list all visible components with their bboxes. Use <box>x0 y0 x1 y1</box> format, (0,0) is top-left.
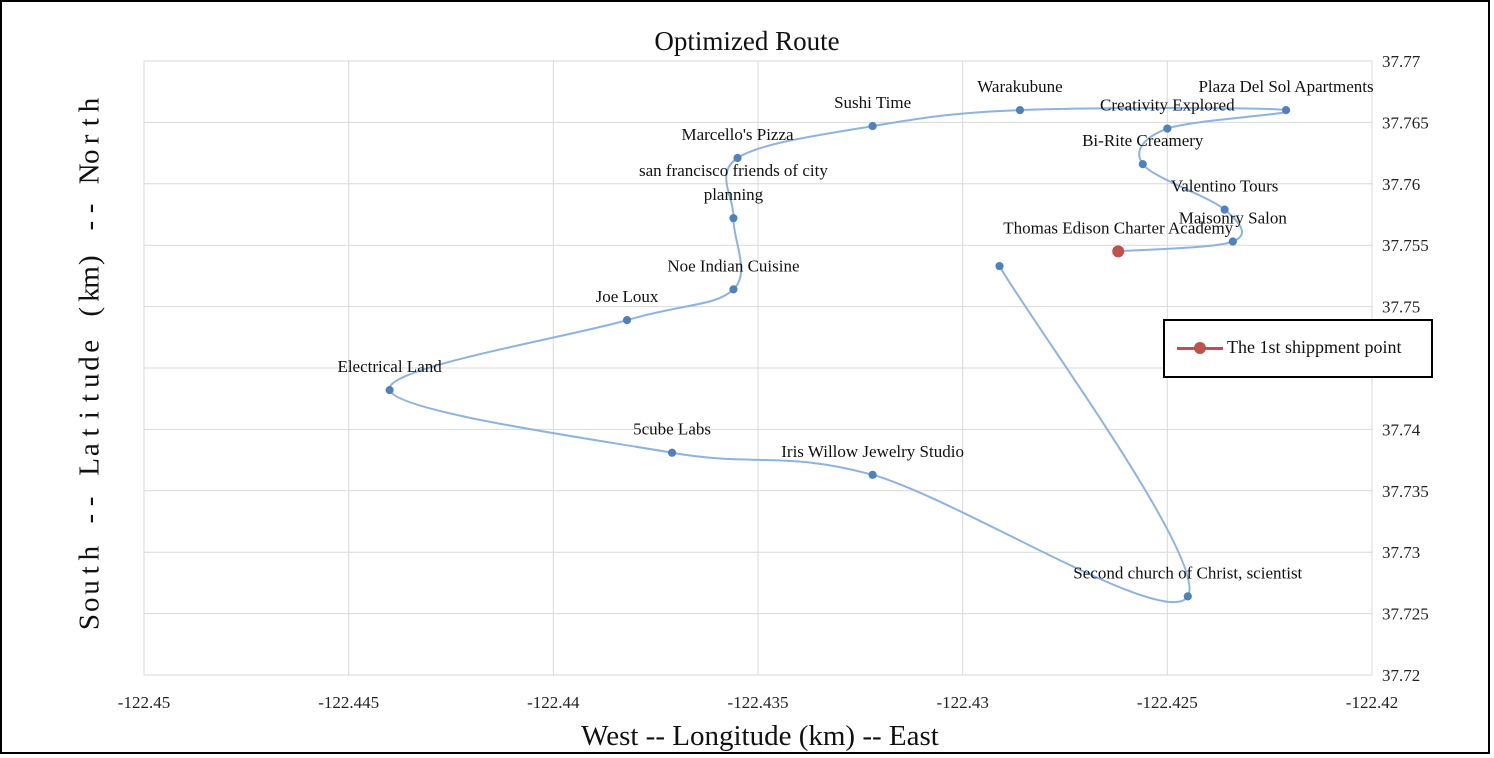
point-label: Marcello's Pizza <box>681 125 794 144</box>
point-label: Noe Indian Cuisine <box>667 256 799 275</box>
y-axis-title-char: - <box>74 497 106 507</box>
point-label: Warakubune <box>977 77 1062 96</box>
route-point <box>1163 124 1172 133</box>
y-tick-label: 37.765 <box>1382 113 1429 132</box>
route-point <box>868 470 877 479</box>
y-axis-title-char: u <box>74 373 106 388</box>
y-axis-title-char: - <box>74 221 106 231</box>
point-label: Plaza Del Sol Apartments <box>1198 77 1373 96</box>
y-axis-title-char: ( <box>74 307 106 317</box>
point-label: san francisco friends of city planning <box>639 161 828 204</box>
y-tick-label: 37.735 <box>1382 482 1429 501</box>
x-tick-label: -122.44 <box>527 693 580 712</box>
y-axis-title-char: t <box>74 566 106 574</box>
y-axis-title-char: - <box>74 204 106 214</box>
x-tick-label: -122.445 <box>318 693 379 712</box>
route-point <box>995 261 1004 271</box>
point-label: Iris Willow Jewelry Studio <box>781 442 964 461</box>
y-axis-title-char: h <box>74 97 106 112</box>
y-tick-labels: 37.7237.72537.7337.73537.7437.74537.7537… <box>1382 52 1429 685</box>
x-axis-title: West -- Longitude (km) -- East <box>581 720 939 752</box>
route-point <box>1138 160 1147 169</box>
y-axis-title-char: - <box>74 514 106 524</box>
x-tick-label: -122.425 <box>1137 693 1198 712</box>
point-label: Bi-Rite Creamery <box>1082 131 1204 150</box>
gridlines <box>144 61 1372 675</box>
point-label: Valentino Tours <box>1171 177 1279 196</box>
route-point <box>1183 592 1192 601</box>
y-tick-label: 37.75 <box>1382 298 1420 317</box>
chart-title: Optimized Route <box>654 26 839 56</box>
y-axis-title-char: o <box>74 149 106 164</box>
y-axis-title-char: h <box>74 545 106 560</box>
point-label: Sushi Time <box>834 93 911 112</box>
y-tick-label: 37.755 <box>1382 236 1429 255</box>
x-tick-label: -122.45 <box>118 693 170 712</box>
y-tick-label: 37.725 <box>1382 605 1429 624</box>
y-tick-label: 37.77 <box>1382 52 1421 71</box>
route-point <box>667 448 677 457</box>
start-point-marker <box>1112 245 1125 258</box>
y-tick-label: 37.73 <box>1382 543 1420 562</box>
y-tick-label: 37.74 <box>1382 420 1421 439</box>
x-tick-label: -122.435 <box>728 693 789 712</box>
y-axis-title-char: i <box>74 411 106 419</box>
point-label: Joe Loux <box>596 287 659 306</box>
route-point <box>1220 205 1229 214</box>
point-label: 5cube Labs <box>633 420 711 439</box>
y-axis-title-char: o <box>74 598 106 613</box>
y-axis-title-char: t <box>74 394 106 402</box>
y-axis-title-char: a <box>74 443 106 456</box>
y-axis-title-char: N <box>74 163 106 184</box>
legend: The 1st shippment point <box>1163 319 1433 378</box>
y-axis-title-char: r <box>74 134 106 144</box>
x-tick-label: -122.42 <box>1346 693 1398 712</box>
route-point <box>868 121 877 131</box>
y-axis-title-char: ) <box>74 255 106 265</box>
y-axis-title-char: d <box>74 356 106 371</box>
y-axis-title-char: k <box>74 287 106 302</box>
legend-series-marker-swatch <box>1194 342 1206 354</box>
x-tick-label: -122.43 <box>936 693 988 712</box>
y-axis-title-char: u <box>74 580 106 595</box>
y-tick-label: 37.76 <box>1382 175 1420 194</box>
route-point <box>622 316 632 325</box>
y-axis-title-char: L <box>74 458 106 476</box>
y-axis-title-char: t <box>74 428 106 436</box>
point-label: Maisonry Salon <box>1179 209 1288 228</box>
route-point <box>1015 106 1025 115</box>
y-axis-title-char: S <box>74 614 106 630</box>
y-axis-title-char: t <box>74 118 106 126</box>
route-point <box>729 285 738 294</box>
route-points <box>385 106 1291 601</box>
x-tick-labels: -122.45 -122.445 -122.44 -122.435 -122.43 -12… <box>118 693 1398 712</box>
point-label: Second church of Christ, scientist <box>1073 563 1302 582</box>
route-point <box>385 386 394 395</box>
route-line <box>388 106 1291 604</box>
route-point <box>1228 237 1237 246</box>
point-label: Electrical Land <box>337 357 442 376</box>
y-axis-title-char: e <box>74 340 106 353</box>
route-lines <box>388 106 1291 604</box>
route-point <box>1281 106 1291 115</box>
y-tick-label: 37.72 <box>1382 666 1420 685</box>
point-label: Creativity Explored <box>1100 96 1235 115</box>
y-axis-title-char: m <box>74 266 106 289</box>
legend-series-label: The 1st shippment point <box>1227 337 1402 357</box>
route-point <box>733 153 742 163</box>
route-point <box>729 214 738 223</box>
point-label: Thomas Edison Charter Academy <box>1003 218 1233 237</box>
